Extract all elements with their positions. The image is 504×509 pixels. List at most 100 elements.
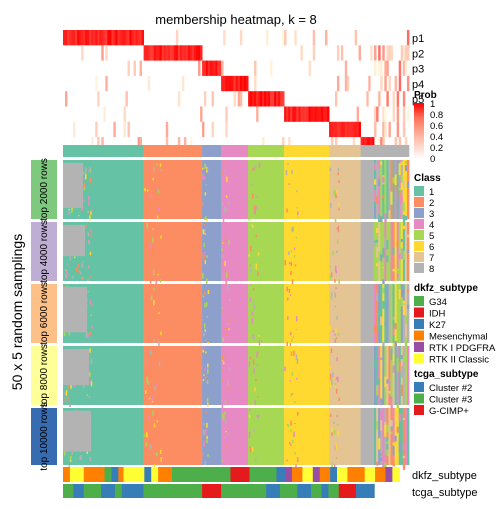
tcga-track-segment [356,484,375,498]
matrix-cell [402,202,406,212]
matrix-noise [221,404,224,409]
matrix-noise [155,452,158,457]
matrix-noise [335,457,338,459]
matrix-cell [396,426,400,433]
chart-title: membership heatmap, k = 8 [155,12,317,27]
dkfz-legend-label: K27 [429,320,446,331]
matrix-noise [229,314,231,316]
prob-cell [382,121,385,138]
matrix-noise [228,317,231,322]
matrix-noise [89,177,92,183]
matrix-noise [90,314,93,317]
prob-cell [189,137,193,153]
matrix-noise [90,381,93,387]
prob-cell [161,45,165,61]
matrix-noise [291,338,293,342]
matrix-noise [225,419,227,424]
matrix-noise [227,177,230,179]
dkfz-track-segment [69,467,85,482]
matrix-noise [202,379,205,382]
matrix-noise [228,240,230,245]
matrix-noise [90,232,93,238]
prob-cell [181,75,185,92]
matrix-noise [203,291,206,295]
prob-cell [370,137,373,153]
prob-cell [266,30,269,46]
prob-cell [233,75,237,92]
matrix-cell [384,425,387,437]
matrix-noise [160,169,162,172]
prob-cell [179,45,183,61]
matrix-noise [224,450,227,453]
prob-cell [248,91,251,107]
matrix-noise [202,202,204,206]
matrix-noise [254,240,257,247]
matrix-noise [331,462,333,469]
matrix-cell [390,420,393,427]
row-group-label: top 8000 rows [39,344,50,407]
matrix-cell [392,287,395,299]
matrix-block [360,346,375,405]
matrix-cell [392,328,395,336]
matrix-noise [224,436,227,438]
matrix-noise [157,273,159,276]
matrix-cell [380,408,383,465]
matrix-noise [204,367,206,372]
matrix-cell [402,250,406,260]
prob-cell [376,106,379,122]
matrix-noise [251,446,254,452]
matrix-cell [400,248,404,260]
matrix-noise [224,355,227,359]
prob-cell [223,30,226,46]
matrix-noise [249,284,252,286]
matrix-noise [335,287,337,289]
matrix-noise [331,426,333,433]
matrix-cell [392,346,395,405]
matrix-noise [82,260,84,263]
matrix-noise [224,261,226,266]
matrix-noise [227,201,230,205]
matrix-noise [335,328,337,333]
prob-cell [67,30,70,46]
matrix-noise [248,217,250,221]
prob-cell [358,121,361,138]
prob-cell [200,45,203,61]
row-label-p4: p4 [412,79,424,91]
matrix-noise [156,383,158,389]
dkfz-track-segment [347,467,366,482]
matrix-cell [390,408,393,465]
matrix-noise [204,461,207,466]
matrix-noise [297,412,299,416]
matrix-noise [207,454,209,457]
matrix-noise [203,332,205,335]
matrix-cell [396,284,400,343]
matrix-noise [64,285,66,287]
prob-cell [348,121,352,138]
class-legend-swatch [414,241,424,251]
matrix-noise [288,262,291,265]
class-legend-title: Class [414,173,441,184]
prob-cell [83,30,86,46]
prob-cell [123,30,126,46]
prob-cell [380,60,383,76]
matrix-cell [400,161,404,165]
matrix-noise [252,414,255,417]
matrix-cell [404,337,408,348]
prob-cell [165,121,169,138]
prob-cell [107,30,110,46]
prob-cell [342,121,346,138]
matrix-cell [392,458,395,467]
prob-cell [294,106,297,122]
matrix-noise [89,372,91,377]
matrix-noise [286,273,288,277]
matrix-noise [226,327,228,330]
prob-cell [334,91,338,107]
prob-cell [406,30,410,46]
prob-cell [274,91,277,107]
prob-cell [97,137,100,153]
matrix-cell [378,168,381,177]
matrix-cell [388,160,391,219]
row-group-bar [31,346,57,405]
matrix-noise [222,337,225,343]
tcga-track-segment [73,484,85,498]
